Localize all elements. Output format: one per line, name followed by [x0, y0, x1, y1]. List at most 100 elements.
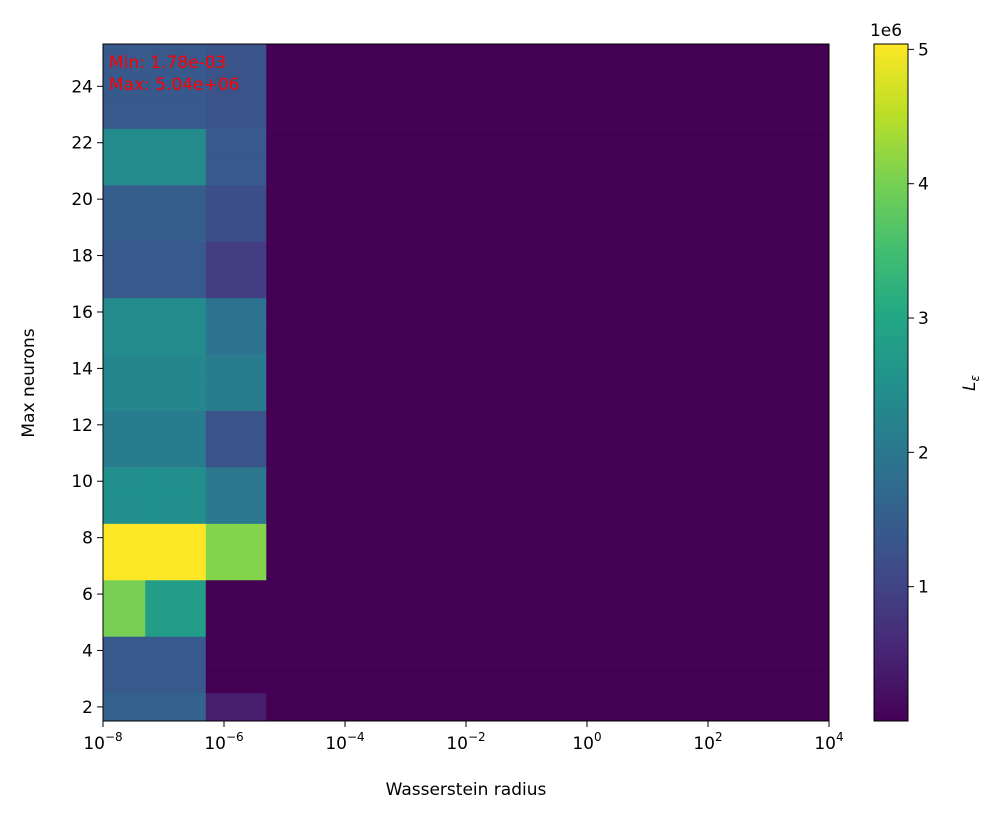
heatmap-cell — [145, 44, 207, 73]
heatmap-cell — [266, 664, 830, 694]
heatmap-cell — [205, 354, 267, 383]
heatmap-cell — [266, 495, 830, 524]
heatmap-cell — [266, 467, 830, 496]
x-tick-label: 10−4 — [325, 730, 364, 754]
heatmap-cell — [205, 636, 267, 665]
heatmap-cell — [205, 664, 267, 694]
heatmap-cell — [145, 185, 207, 214]
y-tick-label: 14 — [71, 359, 93, 379]
heatmap-cell — [145, 72, 207, 101]
heatmap-cell — [145, 608, 207, 637]
heatmap-cell — [266, 44, 830, 73]
y-tick-label: 12 — [71, 416, 93, 436]
heatmap-cell — [266, 410, 830, 440]
heatmap-cell — [145, 551, 207, 581]
heatmap-cell — [205, 100, 267, 129]
heatmap-cell — [145, 410, 207, 440]
heatmap-cell — [103, 241, 146, 270]
y-tick-label: 16 — [71, 303, 93, 323]
heatmap-cell — [145, 326, 207, 355]
heatmap-cell — [266, 185, 830, 214]
heatmap-cell — [205, 44, 267, 73]
heatmap-cell — [205, 326, 267, 355]
heatmap-cell — [205, 438, 267, 468]
heatmap-cell — [103, 579, 146, 609]
heatmap-cell — [145, 269, 207, 299]
y-tick-label: 8 — [82, 529, 93, 549]
heatmap-cell — [205, 185, 267, 214]
x-tick-label: 104 — [814, 730, 843, 754]
heatmap-cell — [145, 128, 207, 158]
colorbar-offset: 1e6 — [870, 21, 902, 41]
heatmap-cell — [103, 297, 146, 327]
heatmap-cell — [103, 128, 146, 158]
heatmap-cell — [103, 664, 146, 694]
y-tick-label: 24 — [71, 77, 93, 97]
heatmap-cell — [266, 326, 830, 355]
heatmap-cell — [205, 297, 267, 327]
heatmap-cell — [103, 100, 146, 129]
x-axis-label: Wasserstein radius — [386, 780, 547, 800]
heatmap-cell — [103, 467, 146, 496]
heatmap-cell — [266, 128, 830, 158]
heatmap-cell — [266, 382, 830, 412]
heatmap-cell — [145, 297, 207, 327]
heatmap-cell — [145, 438, 207, 468]
heatmap-cell — [205, 579, 267, 609]
y-tick-label: 18 — [71, 247, 93, 267]
heatmap-cell — [266, 241, 830, 270]
heatmap-cell — [103, 213, 146, 242]
x-tick-label: 102 — [693, 730, 722, 754]
colorbar-label: Lε — [960, 375, 982, 391]
heatmap-cell — [205, 692, 267, 722]
heatmap-cell — [103, 551, 146, 581]
heatmap-cell — [103, 692, 146, 722]
heatmap-cell — [103, 44, 146, 73]
heatmap-cell — [205, 467, 267, 496]
heatmap-cell — [205, 495, 267, 524]
heatmap-cell — [145, 664, 207, 694]
heatmap-cell — [145, 579, 207, 609]
heatmap-cell — [266, 551, 830, 581]
x-tick-label: 10−8 — [83, 730, 122, 754]
colorbar-tick-label: 3 — [918, 309, 929, 329]
annotation: Max: 5.04e+06 — [109, 75, 239, 95]
heatmap-cell — [205, 269, 267, 299]
heatmap-cell — [205, 156, 267, 186]
x-tick-label: 100 — [572, 730, 601, 754]
heatmap-cell — [266, 523, 830, 553]
heatmap-cell — [266, 636, 830, 665]
heatmap-cell — [205, 241, 267, 270]
heatmap-cell — [103, 636, 146, 665]
heatmap-cell — [266, 156, 830, 186]
y-axis-label: Max neurons — [19, 328, 39, 437]
heatmap-cell — [103, 438, 146, 468]
colorbar-tick-label: 2 — [918, 443, 929, 463]
heatmap-cell — [145, 382, 207, 412]
heatmap-cell — [266, 579, 830, 609]
heatmap-cell — [103, 354, 146, 383]
colorbar-tick-label: 1 — [918, 578, 929, 598]
heatmap-cell — [103, 269, 146, 299]
heatmap-cell — [205, 523, 267, 553]
heatmap-cell — [205, 551, 267, 581]
colorbar — [873, 43, 909, 722]
heatmap-cell — [266, 438, 830, 468]
heatmap-cell — [205, 382, 267, 412]
heatmap-cell — [266, 213, 830, 242]
heatmap-cell — [205, 213, 267, 242]
heatmap-cell — [266, 608, 830, 637]
heatmap-cell — [145, 156, 207, 186]
heatmap-cell — [205, 410, 267, 440]
x-tick-label: 10−2 — [446, 730, 485, 754]
heatmap-cell — [266, 100, 830, 129]
y-tick-label: 22 — [71, 134, 93, 154]
heatmap-cell — [266, 269, 830, 299]
x-tick-label: 10−6 — [204, 730, 243, 754]
heatmap-cell — [103, 410, 146, 440]
heatmap-cell — [145, 692, 207, 722]
heatmap-cell — [266, 72, 830, 101]
heatmap-cell — [103, 72, 146, 101]
colorbar-tick-label: 4 — [918, 175, 929, 195]
